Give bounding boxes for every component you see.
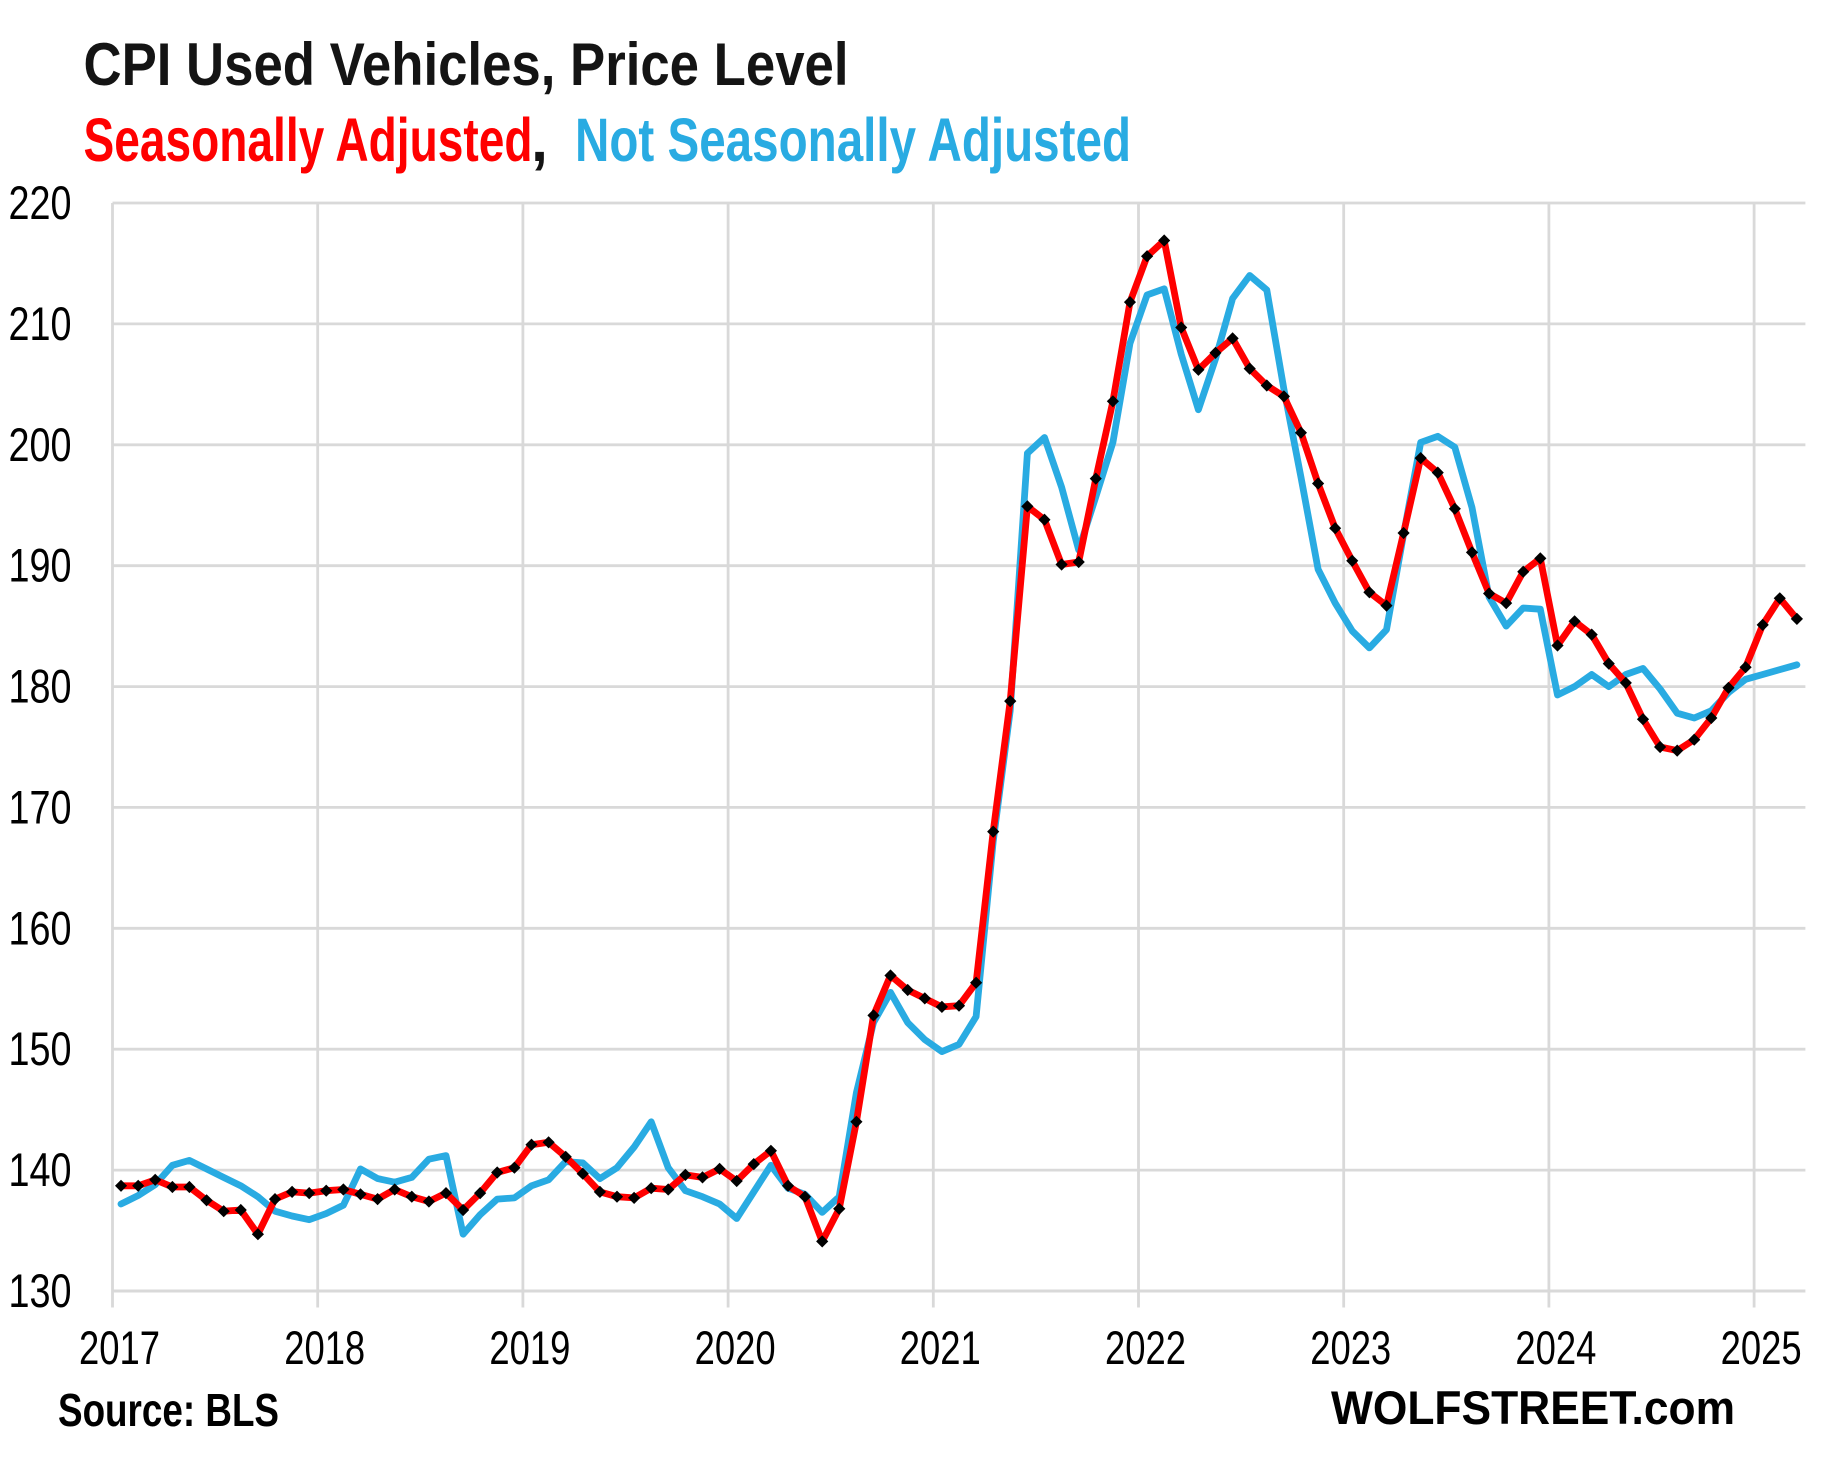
svg-text:140: 140 bbox=[9, 1143, 72, 1196]
svg-text:WOLFSTREET.com: WOLFSTREET.com bbox=[1331, 1381, 1735, 1434]
svg-text:200: 200 bbox=[9, 418, 72, 471]
svg-text:2021: 2021 bbox=[900, 1321, 981, 1374]
svg-text:150: 150 bbox=[9, 1022, 72, 1075]
svg-text:Seasonally Adjusted: Seasonally Adjusted bbox=[84, 106, 533, 174]
svg-text:2017: 2017 bbox=[79, 1321, 160, 1374]
svg-text:2024: 2024 bbox=[1515, 1321, 1596, 1374]
svg-text:190: 190 bbox=[9, 539, 72, 592]
svg-text:180: 180 bbox=[9, 660, 72, 713]
svg-text:2020: 2020 bbox=[695, 1321, 776, 1374]
svg-text:2025: 2025 bbox=[1721, 1321, 1802, 1374]
svg-text:130: 130 bbox=[9, 1264, 72, 1317]
svg-text:2018: 2018 bbox=[284, 1321, 365, 1374]
svg-text:2019: 2019 bbox=[489, 1321, 570, 1374]
svg-text:,: , bbox=[531, 106, 548, 174]
svg-text:Not Seasonally Adjusted: Not Seasonally Adjusted bbox=[575, 106, 1131, 174]
svg-text:170: 170 bbox=[9, 780, 72, 833]
svg-text:2023: 2023 bbox=[1310, 1321, 1391, 1374]
svg-text:Source: BLS: Source: BLS bbox=[58, 1384, 279, 1436]
svg-text:2022: 2022 bbox=[1105, 1321, 1186, 1374]
svg-text:210: 210 bbox=[9, 297, 72, 350]
svg-text:160: 160 bbox=[9, 901, 72, 954]
svg-text:220: 220 bbox=[9, 176, 72, 229]
svg-text:CPI Used Vehicles, Price Level: CPI Used Vehicles, Price Level bbox=[84, 31, 849, 98]
